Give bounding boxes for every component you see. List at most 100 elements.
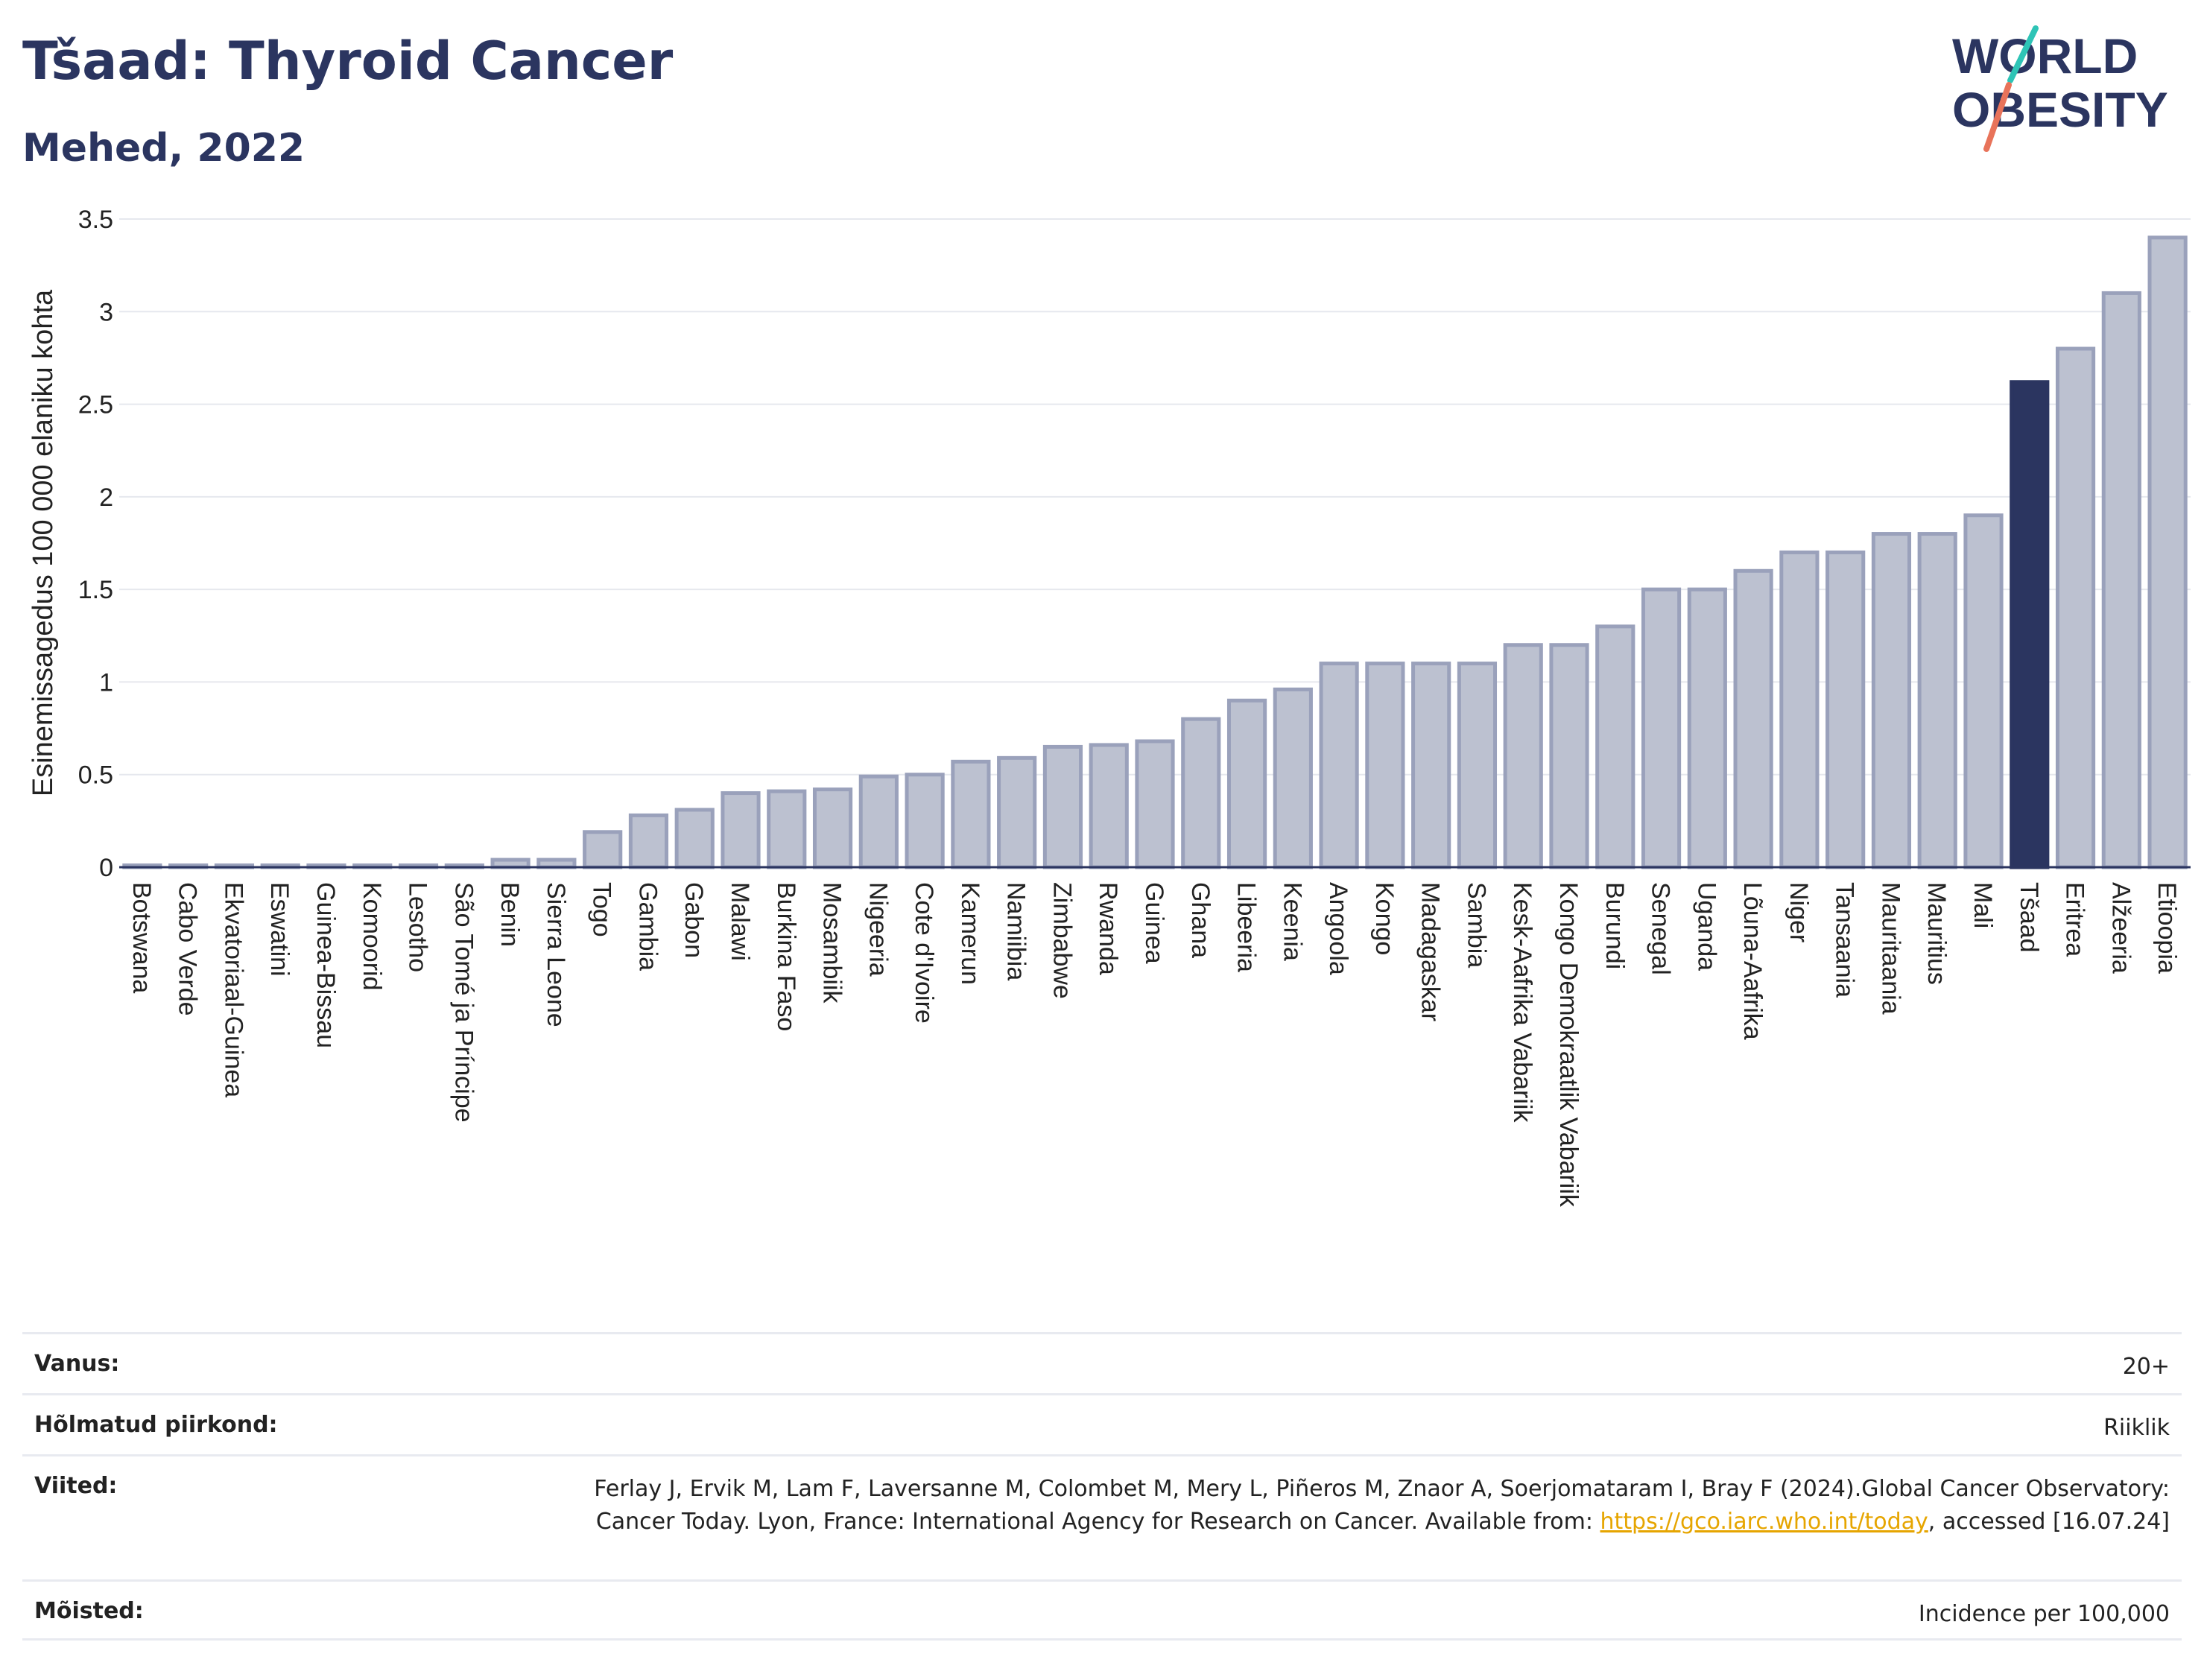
x-tick-label: Kongo	[1370, 882, 1399, 955]
bar-28	[1411, 662, 1451, 869]
reference-accessed: , accessed [16.07.24]	[1928, 1508, 2170, 1535]
x-tick-label: Madagaskar	[1416, 882, 1445, 1021]
bar-35	[1733, 568, 1773, 869]
bar-38	[1871, 532, 1912, 869]
meta-value-age: 20+	[2122, 1354, 2170, 1380]
x-tick-label: Mauritaania	[1876, 882, 1904, 1015]
x-tick-label: Kongo Demokraatlik Vabariik	[1554, 882, 1583, 1208]
x-tick-label: Eritrea	[2061, 882, 2089, 957]
bar-43	[2101, 291, 2141, 869]
bar-11	[628, 813, 669, 869]
logo-line2: OBESITY	[1952, 82, 2168, 137]
chart-subtitle: Mehed, 2022	[22, 126, 305, 171]
reference-text: Ferlay J, Ervik M, Lam F, Laversanne M, …	[594, 1476, 2170, 1535]
bar-40	[1963, 513, 2004, 869]
x-tick-label: Namiibia	[1002, 882, 1030, 980]
bar-25	[1273, 687, 1313, 869]
x-tick-label: Burundi	[1600, 882, 1629, 969]
x-tick-label: Lõuna-Aafrika	[1738, 882, 1767, 1040]
meta-label-definitions: Mõisted:	[34, 1598, 144, 1624]
x-tick-label: Guinea-Bissau	[311, 882, 340, 1048]
bar-21	[1089, 743, 1129, 869]
reference-link[interactable]: https://gco.iarc.who.int/today	[1600, 1508, 1928, 1535]
bar-17	[905, 773, 945, 869]
bar-31	[1549, 643, 1589, 869]
bar-37	[1825, 550, 1866, 869]
y-tick-label: 0.5	[78, 761, 113, 790]
logo-line1: WORLD	[1952, 28, 2138, 83]
x-tick-label: Ghana	[1186, 882, 1215, 958]
meta-row-age: Vanus: 20+	[22, 1332, 2182, 1393]
x-tick-label: Lesotho	[404, 882, 432, 972]
x-tick-label: Senegal	[1647, 882, 1675, 975]
meta-value-coverage: Riiklik	[2103, 1415, 2170, 1441]
x-tick-label: Rwanda	[1094, 882, 1122, 975]
bar-16	[858, 774, 899, 869]
bar-39	[1917, 532, 1957, 869]
x-tick-label: Niger	[1785, 882, 1813, 942]
bar-chart: 0 0.5 1 1.5 2 2.5 3 3.5 Botswana Cabo Verde Ekvat…	[28, 206, 2191, 1208]
meta-row-definitions: Mõisted: Incidence per 100,000	[22, 1579, 2182, 1641]
x-tick-label: Kamerun	[956, 882, 984, 985]
metadata-table: Vanus: 20+ Hõlmatud piirkond: Riiklik Vi…	[22, 1332, 2182, 1641]
x-tick-label: Keenia	[1278, 882, 1306, 961]
x-tick-label: Togo	[588, 882, 616, 937]
bar-33	[1641, 587, 1682, 869]
x-tick-label: Gabon	[680, 882, 708, 958]
y-tick-label: 3.5	[78, 206, 113, 234]
bar-34	[1687, 587, 1727, 869]
x-tick-label: Botswana	[127, 882, 156, 993]
x-tick-label: Eswatini	[265, 882, 294, 977]
x-tick-label: Zimbabwe	[1048, 882, 1076, 999]
bar-15	[812, 787, 853, 869]
bar-36	[1779, 550, 1820, 869]
x-tick-label: Guinea	[1140, 882, 1168, 964]
bar-29	[1457, 662, 1498, 869]
x-tick-label: Tansaania	[1831, 882, 1859, 998]
bar-10	[583, 830, 623, 869]
x-tick-label: Tšaad	[2015, 882, 2043, 953]
bar-26	[1319, 662, 1359, 869]
x-tick-label: Benin	[495, 882, 524, 947]
x-tick-label: Cote d'Ivoire	[910, 882, 938, 1024]
x-tick-label: Mali	[1969, 882, 1997, 928]
meta-row-references: Viited: Ferlay J, Ervik M, Lam F, Lavers…	[22, 1454, 2182, 1579]
x-tick-label: Alžeeria	[2106, 882, 2135, 974]
chart-title: Tšaad: Thyroid Cancer	[22, 31, 674, 92]
meta-value-references: Ferlay J, Ervik M, Lam F, Laversanne M, …	[531, 1473, 2170, 1579]
logo-coral-stroke	[1983, 82, 2012, 152]
y-tick-label: 0	[99, 854, 113, 882]
meta-row-coverage: Hõlmatud piirkond: Riiklik	[22, 1393, 2182, 1454]
x-tick-label: Libeeria	[1232, 882, 1261, 972]
logo-teal-stroke	[2007, 25, 2039, 83]
meta-label-age: Vanus:	[34, 1351, 120, 1377]
meta-label-coverage: Hõlmatud piirkond:	[34, 1412, 278, 1438]
y-tick-label: 2.5	[78, 391, 113, 419]
y-tick-label: 3	[99, 298, 113, 326]
bar-20	[1042, 744, 1083, 869]
x-tick-label: Sierra Leone	[542, 882, 570, 1027]
meta-label-references: Viited:	[34, 1473, 118, 1499]
x-tick-label: Malawi	[726, 882, 754, 961]
x-tick-label: São Tomé ja Príncipe	[449, 882, 478, 1123]
bar-24	[1226, 698, 1267, 869]
bar-23	[1181, 717, 1221, 869]
world-obesity-logo: WORLD OBESITY	[1952, 25, 2168, 152]
x-tick-label: Mosambiik	[818, 882, 846, 1004]
y-tick-label: 2	[99, 484, 113, 512]
x-tick-labels: Botswana Cabo Verde Ekvatoriaal-Guinea Eswa…	[127, 882, 2181, 1208]
meta-value-definitions: Incidence per 100,000	[1918, 1601, 2170, 1627]
x-tick-label: Sambia	[1462, 882, 1490, 968]
x-tick-label: Nigeeria	[864, 882, 892, 977]
bar-27	[1365, 662, 1405, 869]
bar-41	[2010, 380, 2050, 869]
x-tick-label: Uganda	[1692, 882, 1720, 971]
x-tick-label: Kesk-Aafrika Vabariik	[1508, 882, 1536, 1123]
bar-42	[2055, 346, 2096, 869]
y-tick-label: 1	[99, 668, 113, 697]
bar-44	[2147, 235, 2188, 869]
y-tick-labels: 0 0.5 1 1.5 2 2.5 3 3.5	[78, 206, 113, 882]
x-tick-label: Burkina Faso	[772, 882, 800, 1031]
x-tick-label: Gambia	[633, 882, 662, 971]
bar-22	[1135, 739, 1175, 869]
